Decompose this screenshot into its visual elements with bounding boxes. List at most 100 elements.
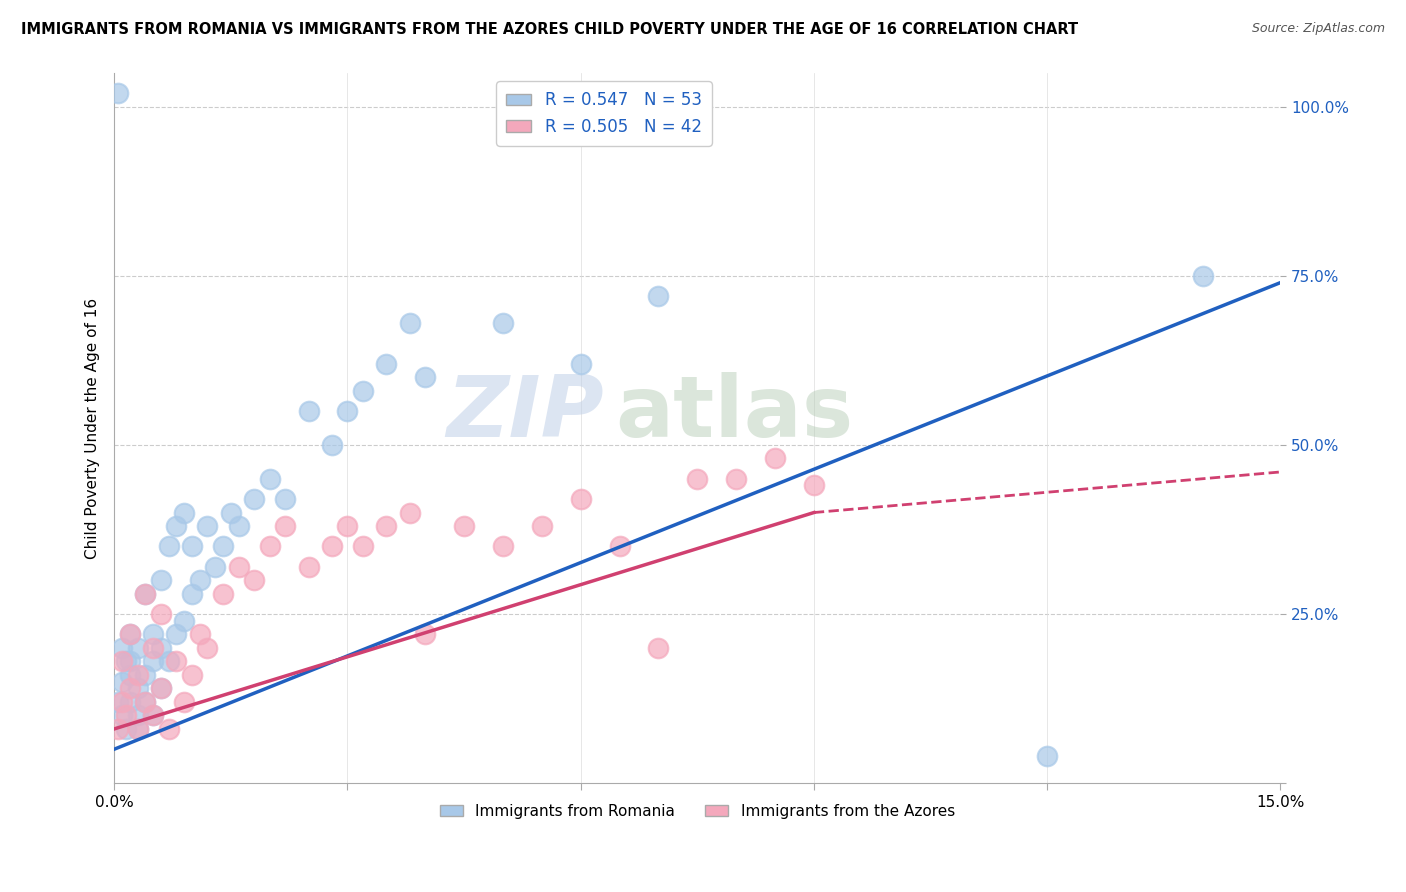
Point (204, 559, 226, 574)
Point (188, 627, 211, 641)
Point (115, 654, 138, 668)
Text: IMMIGRANTS FROM ROMANIA VS IMMIGRANTS FROM THE AZORES CHILD POVERTY UNDER THE AG: IMMIGRANTS FROM ROMANIA VS IMMIGRANTS FR… (21, 22, 1078, 37)
Point (134, 587, 156, 601)
Point (165, 654, 187, 668)
Point (111, 695, 134, 709)
Point (569, 491, 592, 506)
Point (157, 722, 180, 736)
Point (530, 519, 553, 533)
Point (212, 587, 235, 601)
Point (107, 87, 129, 101)
Point (118, 681, 141, 696)
Point (134, 587, 156, 601)
Y-axis label: Child Poverty Under the Age of 16: Child Poverty Under the Age of 16 (86, 297, 100, 558)
Point (297, 404, 319, 418)
Point (149, 640, 172, 655)
Point (149, 681, 172, 696)
Point (173, 614, 195, 628)
Point (181, 540, 204, 554)
Point (647, 640, 669, 655)
Point (127, 722, 149, 736)
Point (118, 627, 141, 641)
Point (336, 519, 359, 533)
Point (127, 722, 149, 736)
Point (111, 708, 134, 723)
Point (134, 695, 156, 709)
Point (142, 708, 165, 723)
Text: atlas: atlas (616, 372, 853, 455)
Point (321, 438, 343, 452)
Point (647, 289, 669, 303)
Point (181, 587, 204, 601)
Point (228, 519, 250, 533)
Point (118, 695, 141, 709)
Point (173, 506, 195, 520)
Point (173, 695, 195, 709)
Point (492, 540, 515, 554)
Point (297, 559, 319, 574)
Point (1036, 749, 1059, 764)
Point (115, 722, 138, 736)
Point (134, 695, 156, 709)
Point (165, 627, 187, 641)
Point (142, 654, 165, 668)
Point (453, 519, 475, 533)
Point (197, 640, 219, 655)
Point (118, 654, 141, 668)
Point (149, 573, 172, 587)
Point (142, 640, 165, 655)
Point (134, 668, 156, 682)
Point (763, 451, 786, 466)
Point (398, 316, 420, 330)
Point (197, 519, 219, 533)
Point (352, 384, 374, 398)
Point (492, 316, 515, 330)
Point (413, 627, 436, 641)
Legend: Immigrants from Romania, Immigrants from the Azores: Immigrants from Romania, Immigrants from… (433, 797, 960, 825)
Point (142, 627, 165, 641)
Point (274, 519, 297, 533)
Point (127, 681, 149, 696)
Point (228, 559, 250, 574)
Point (259, 540, 281, 554)
Point (803, 478, 825, 492)
Point (569, 357, 592, 371)
Point (321, 540, 343, 554)
Point (212, 540, 235, 554)
Point (413, 370, 436, 384)
Point (107, 722, 129, 736)
Point (111, 674, 134, 689)
Point (149, 607, 172, 621)
Point (375, 357, 398, 371)
Point (181, 668, 204, 682)
Point (725, 472, 748, 486)
Point (219, 506, 242, 520)
Point (274, 491, 297, 506)
Point (188, 573, 211, 587)
Point (111, 640, 134, 655)
Point (609, 540, 631, 554)
Point (118, 668, 141, 682)
Point (375, 519, 398, 533)
Point (243, 491, 266, 506)
Point (118, 627, 141, 641)
Point (336, 404, 359, 418)
Point (243, 573, 266, 587)
Point (686, 472, 709, 486)
Point (149, 681, 172, 696)
Point (111, 654, 134, 668)
Text: Source: ZipAtlas.com: Source: ZipAtlas.com (1251, 22, 1385, 36)
Point (142, 708, 165, 723)
Text: ZIP: ZIP (446, 372, 605, 455)
Point (1191, 268, 1213, 283)
Point (127, 640, 149, 655)
Point (398, 506, 420, 520)
Point (352, 540, 374, 554)
Point (107, 695, 129, 709)
Point (157, 540, 180, 554)
Point (115, 708, 138, 723)
Point (165, 519, 187, 533)
Point (127, 708, 149, 723)
Point (259, 472, 281, 486)
Point (127, 668, 149, 682)
